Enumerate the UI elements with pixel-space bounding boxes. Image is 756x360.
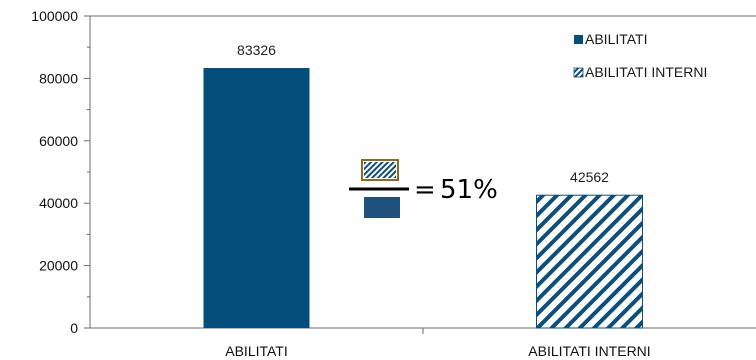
- bar-abilitati-interni: [536, 194, 643, 329]
- y-tick-label: 40000: [39, 195, 78, 211]
- ratio-equals-sign: =: [414, 175, 436, 205]
- data-label-abilitati: 83326: [237, 42, 276, 58]
- ratio-denominator-solid-swatch: [364, 197, 400, 218]
- legend-swatch-abilitati-interni: [573, 67, 584, 78]
- x-category-label-abilitati-interni: ABILITATI INTERNI: [528, 343, 650, 359]
- x-category-label-abilitati: ABILITATI: [225, 343, 288, 359]
- data-label-abilitati-interni: 42562: [570, 169, 609, 185]
- y-tick-label: 20000: [39, 258, 78, 274]
- legend-swatch-abilitati: [574, 35, 583, 44]
- y-tick-label: 0: [70, 320, 78, 336]
- bar-abilitati: [203, 68, 310, 328]
- bars-group: 83326 42562: [203, 42, 643, 329]
- ratio-annotation: = 51%: [349, 159, 498, 218]
- y-tick-label: 60000: [39, 133, 78, 149]
- legend-label-abilitati: ABILITATI: [585, 31, 648, 47]
- x-axis: ABILITATI ABILITATI INTERNI: [225, 343, 650, 359]
- legend-label-abilitati-interni: ABILITATI INTERNI: [585, 64, 707, 80]
- ratio-numerator-hatch-fill: [364, 162, 396, 178]
- ratio-value: 51%: [440, 175, 498, 205]
- y-tick-label: 80000: [39, 70, 78, 86]
- y-tick-label: 100000: [31, 8, 78, 24]
- legend: ABILITATI ABILITATI INTERNI: [573, 31, 707, 80]
- y-axis: 0 20000 40000 60000 80000 100000: [31, 8, 90, 336]
